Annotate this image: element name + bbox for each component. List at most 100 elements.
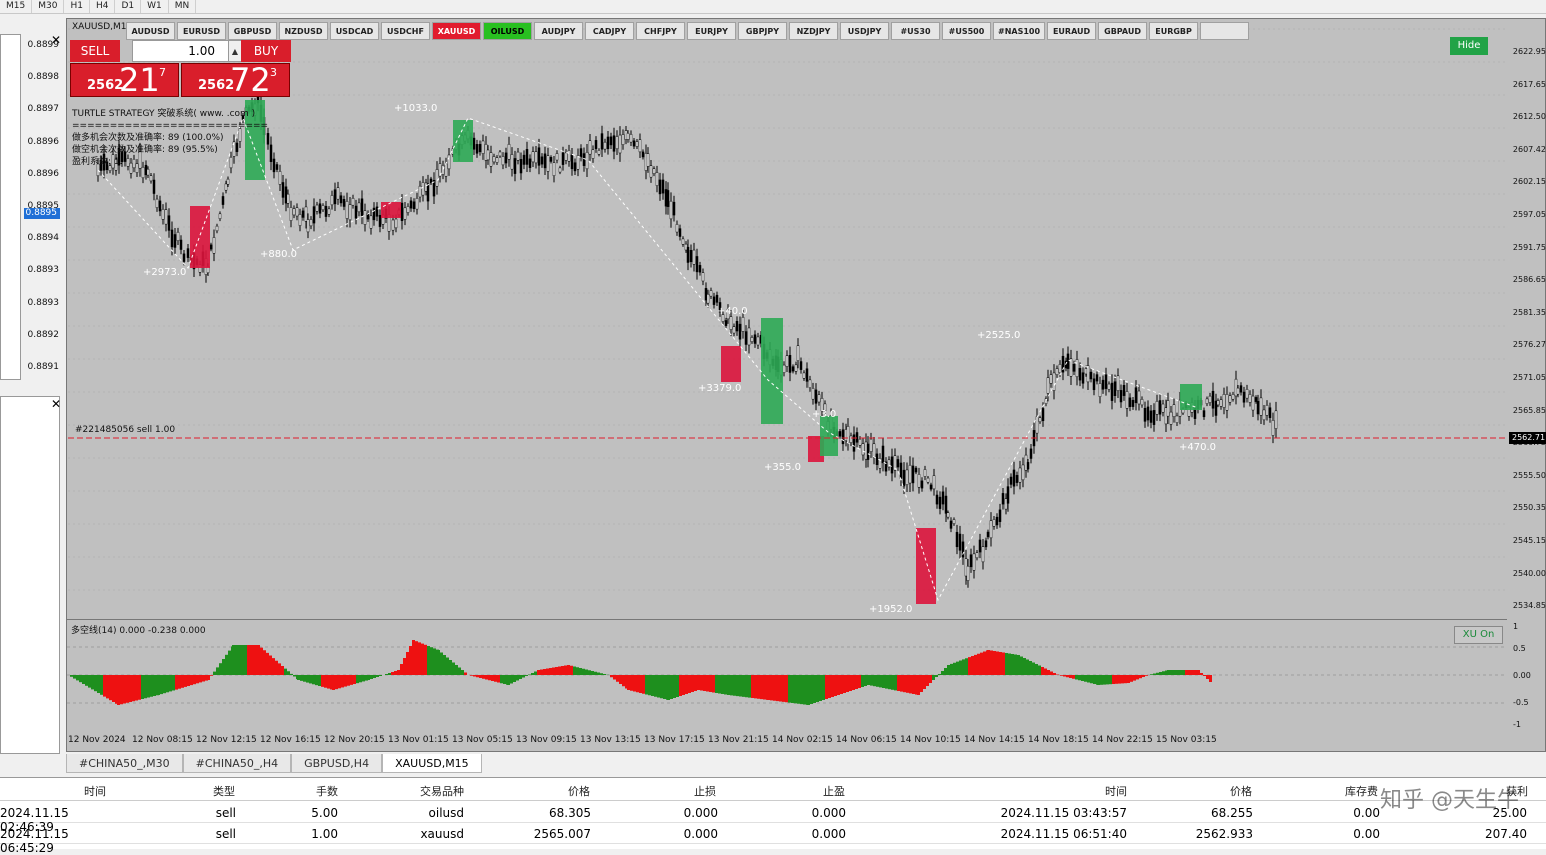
osc-bar xyxy=(424,645,427,675)
main-plot[interactable]: +2973.0+880.0+1033.0+40.0+3379.0+3.0+355… xyxy=(68,20,1508,618)
candle-body xyxy=(924,469,926,476)
chart-tab[interactable]: #CHINA50_,H4 xyxy=(183,754,291,773)
candle-body xyxy=(996,517,998,525)
symbol-button-oilusd[interactable]: OILUSD xyxy=(483,22,532,40)
symbol-button-audjpy[interactable]: AUDJPY xyxy=(534,22,583,40)
osc-bar xyxy=(917,675,920,695)
terminal-header-cell[interactable]: 止损 xyxy=(694,783,716,799)
symbol-button-eurusd[interactable]: EURUSD xyxy=(177,22,226,40)
terminal-header-cell[interactable]: 价格 xyxy=(568,783,590,799)
terminal-header-cell[interactable]: 手数 xyxy=(316,783,338,799)
osc-bar xyxy=(138,675,141,700)
symbol-button-usdcad[interactable]: USDCAD xyxy=(330,22,379,40)
timeframe-m30[interactable]: M30 xyxy=(32,0,64,13)
oscillator-plot[interactable] xyxy=(67,619,1507,731)
symbol-button-nzdjpy[interactable]: NZDJPY xyxy=(789,22,838,40)
candle-body xyxy=(1129,398,1131,407)
terminal-header-cell[interactable]: 时间 xyxy=(1105,783,1127,799)
osc-bar xyxy=(926,675,929,686)
candle-body xyxy=(1030,449,1032,459)
osc-bar xyxy=(1127,675,1130,683)
terminal-header-cell[interactable]: 时间 xyxy=(84,783,106,799)
candle-body xyxy=(853,435,855,452)
terminal-header-cell[interactable]: 交易品种 xyxy=(420,783,464,799)
lot-input[interactable]: 1.00 xyxy=(132,40,242,62)
lot-up-icon[interactable]: ▲ xyxy=(228,40,242,62)
candle-body xyxy=(1079,368,1081,380)
symbol-button-euraud[interactable]: EURAUD xyxy=(1047,22,1096,40)
sell-button[interactable]: SELL xyxy=(70,40,120,62)
symbol-button-us500[interactable]: #US500 xyxy=(942,22,991,40)
symbol-button-cadjpy[interactable]: CADJPY xyxy=(585,22,634,40)
symbol-button-chfjpy[interactable]: CHFJPY xyxy=(636,22,685,40)
timeframe-w1[interactable]: W1 xyxy=(141,0,169,13)
candle-body xyxy=(358,203,360,212)
symbol-button-gbpaud[interactable]: GBPAUD xyxy=(1098,22,1147,40)
sell-price[interactable]: 2562 21 7 xyxy=(70,63,179,97)
timeframe-mn[interactable]: MN xyxy=(169,0,197,13)
osc-bar xyxy=(238,645,241,675)
osc-bar xyxy=(639,675,642,693)
osc-bar xyxy=(412,640,415,675)
symbol-button-gbpjpy[interactable]: GBPJPY xyxy=(738,22,787,40)
symbol-button-audusd[interactable]: AUDUSD xyxy=(126,22,175,40)
candle-body xyxy=(705,288,707,300)
candle-body xyxy=(352,198,354,205)
buy-button[interactable]: BUY xyxy=(241,40,291,62)
timeframe-d1[interactable]: D1 xyxy=(115,0,141,13)
chart-tab[interactable]: XAUUSD,M15 xyxy=(382,754,482,773)
timeframe-h1[interactable]: H1 xyxy=(64,0,90,13)
candlestick-chart: +2973.0+880.0+1033.0+40.0+3379.0+3.0+355… xyxy=(68,20,1508,618)
symbol-button-eurjpy[interactable]: EURJPY xyxy=(687,22,736,40)
table-cell-close-price: 2562.933 xyxy=(1196,827,1253,841)
symbol-button-xauusd[interactable]: XAUUSD xyxy=(432,22,481,40)
osc-bar xyxy=(338,675,341,688)
candle-body xyxy=(293,209,295,215)
timeframe-h4[interactable]: H4 xyxy=(90,0,116,13)
terminal-header-cell[interactable]: 止盈 xyxy=(823,783,845,799)
chart-tab[interactable]: #CHINA50_,M30 xyxy=(66,754,183,773)
terminal-header-cell[interactable]: 类型 xyxy=(213,783,235,799)
timeframe-m15[interactable]: M15 xyxy=(0,0,32,13)
candle-body xyxy=(505,153,507,163)
osc-bar xyxy=(1106,675,1109,684)
xu-on-button[interactable]: XU On xyxy=(1454,626,1503,644)
oscillator-axis-label: 0.5 xyxy=(1513,644,1526,653)
osc-bar xyxy=(953,663,956,675)
close-icon[interactable]: ✕ xyxy=(51,398,61,410)
osc-bar xyxy=(1136,675,1139,679)
candle-body xyxy=(870,439,872,452)
osc-bar xyxy=(244,645,247,675)
candle-body xyxy=(589,141,591,154)
candle-body xyxy=(748,328,750,345)
candle-body xyxy=(476,144,478,153)
osc-bar xyxy=(73,675,76,679)
osc-bar xyxy=(603,674,606,675)
osc-bar xyxy=(849,675,852,691)
symbol-button-gbpusd[interactable]: GBPUSD xyxy=(228,22,277,40)
symbol-button-usdjpy[interactable]: USDJPY xyxy=(840,22,889,40)
left-price-label: 0.8898 xyxy=(28,72,60,82)
osc-bar xyxy=(193,675,196,684)
profit-label: +470.0 xyxy=(1179,442,1216,453)
hide-button[interactable]: Hide xyxy=(1450,37,1488,55)
symbol-button-us30[interactable]: #US30 xyxy=(891,22,940,40)
osc-bar xyxy=(455,665,458,675)
terminal-header-cell[interactable]: 价格 xyxy=(1230,783,1252,799)
symbol-button-nzdusd[interactable]: NZDUSD xyxy=(279,22,328,40)
symbol-button-nas100[interactable]: #NAS100 xyxy=(993,22,1045,40)
osc-bar xyxy=(1017,655,1020,675)
terminal-header-cell[interactable]: 库存费 xyxy=(1345,783,1378,799)
osc-bar xyxy=(461,670,464,675)
symbol-button-empty[interactable] xyxy=(1200,22,1249,40)
chart-tab[interactable]: GBPUSD,H4 xyxy=(291,754,382,773)
symbol-button-usdchf[interactable]: USDCHF xyxy=(381,22,430,40)
candle-body xyxy=(325,206,327,216)
candle-body xyxy=(1099,383,1101,396)
symbol-button-eurgbp[interactable]: EURGBP xyxy=(1149,22,1198,40)
osc-bar xyxy=(178,675,181,689)
buy-price[interactable]: 2562 72 3 xyxy=(181,63,290,97)
